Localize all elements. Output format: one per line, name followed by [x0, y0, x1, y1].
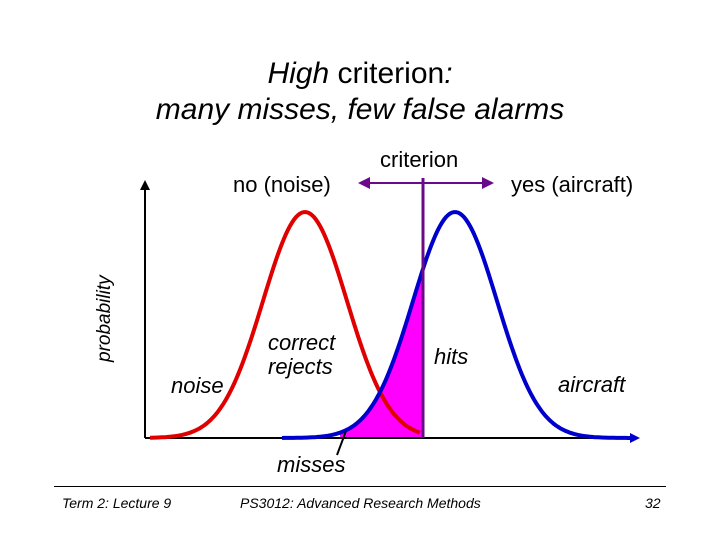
- misses-label: misses: [277, 452, 346, 477]
- yes-aircraft-label: yes (aircraft): [511, 172, 634, 197]
- criterion-label: criterion: [380, 147, 459, 172]
- correct-rejects-line-1: correct: [268, 330, 336, 355]
- correct-rejects-label: correct rejects: [268, 331, 335, 379]
- page-number: 32: [645, 495, 661, 511]
- title-line-2: many misses, few false alarms: [155, 93, 565, 126]
- criterion-arrow-left-head: [358, 177, 370, 189]
- footer-divider: [54, 486, 666, 487]
- title-emphasis: High: [267, 57, 330, 90]
- no-noise-label: no (noise): [233, 172, 331, 197]
- signal-distribution-curve: [281, 210, 630, 440]
- hits-label: hits: [434, 344, 469, 369]
- misses-pointer: [336, 430, 347, 456]
- criterion-arrow-right-head: [482, 177, 494, 189]
- slide-title: High criterion: many misses, few false a…: [0, 56, 720, 128]
- noise-distribution-curve: [149, 210, 421, 440]
- title-colon: :: [444, 57, 453, 90]
- footer-course: Term 2: Lecture 9: [62, 495, 172, 511]
- correct-rejects-line-2: rejects: [268, 354, 333, 379]
- footer-module: PS3012: Advanced Research Methods: [240, 495, 481, 511]
- probability-axis-label: probability: [94, 275, 115, 362]
- noise-label: noise: [171, 373, 224, 398]
- title-line-1: High criterion:: [0, 56, 720, 92]
- title-plain: criterion: [329, 57, 445, 90]
- aircraft-label: aircraft: [558, 372, 626, 397]
- hits-shaded-region: [340, 272, 423, 438]
